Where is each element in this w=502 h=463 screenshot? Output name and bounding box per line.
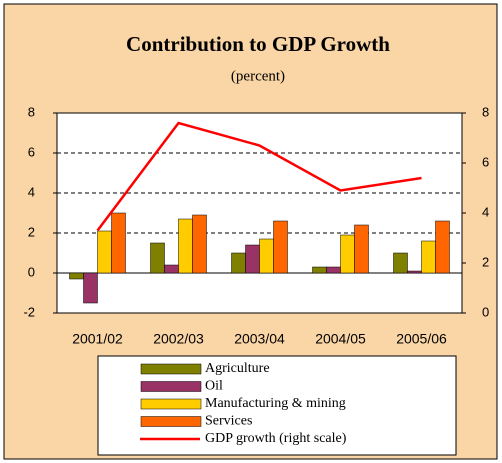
y2-tick-label: 8 <box>482 104 489 119</box>
bar <box>245 244 260 274</box>
bar <box>178 218 193 274</box>
bar <box>97 230 112 274</box>
bar <box>354 224 369 274</box>
chart-title: Contribution to GDP Growth <box>126 32 390 56</box>
legend-label: GDP growth (right scale) <box>205 431 347 446</box>
legend-swatch <box>140 416 202 427</box>
bar <box>435 220 450 274</box>
legend-swatch <box>140 381 202 392</box>
bar <box>69 272 84 280</box>
legend-label: Oil <box>205 379 223 394</box>
bar <box>340 234 355 274</box>
y-tick-label: 0 <box>28 264 35 279</box>
bar <box>164 264 179 274</box>
bar <box>259 238 274 274</box>
legend-label: Agriculture <box>205 361 270 376</box>
legend-swatch <box>140 363 202 375</box>
bar <box>192 214 207 274</box>
x-tick-label: 2002/03 <box>153 331 204 347</box>
bar <box>393 252 408 274</box>
y-tick-label: 6 <box>28 144 35 159</box>
bar <box>111 212 126 274</box>
bar <box>312 266 327 274</box>
y2-tick-label: 6 <box>482 154 489 169</box>
bar <box>326 266 341 274</box>
y2-tick-label: 4 <box>482 204 489 219</box>
y2-tick-label: 0 <box>482 304 489 319</box>
bar <box>407 270 422 274</box>
chart-subtitle: (percent) <box>231 68 285 84</box>
legend-label: Services <box>205 414 252 429</box>
bar <box>150 242 165 274</box>
y2-tick-label: 2 <box>482 254 489 269</box>
bar <box>273 220 288 274</box>
bar <box>83 272 98 304</box>
x-tick-label: 2003/04 <box>234 331 285 347</box>
y-tick-label: 8 <box>28 104 35 119</box>
y-tick-label: 4 <box>28 184 35 199</box>
legend-label: Manufacturing & mining <box>205 396 346 411</box>
legend-swatch <box>140 398 202 410</box>
bar <box>231 252 246 274</box>
y-tick-label: -2 <box>23 304 35 319</box>
x-tick-label: 2001/02 <box>72 331 123 347</box>
x-tick-label: 2004/05 <box>315 331 366 347</box>
bar <box>421 240 436 274</box>
line <box>96 121 422 232</box>
y-tick-label: 2 <box>28 224 35 239</box>
x-tick-label: 2005/06 <box>396 331 447 347</box>
